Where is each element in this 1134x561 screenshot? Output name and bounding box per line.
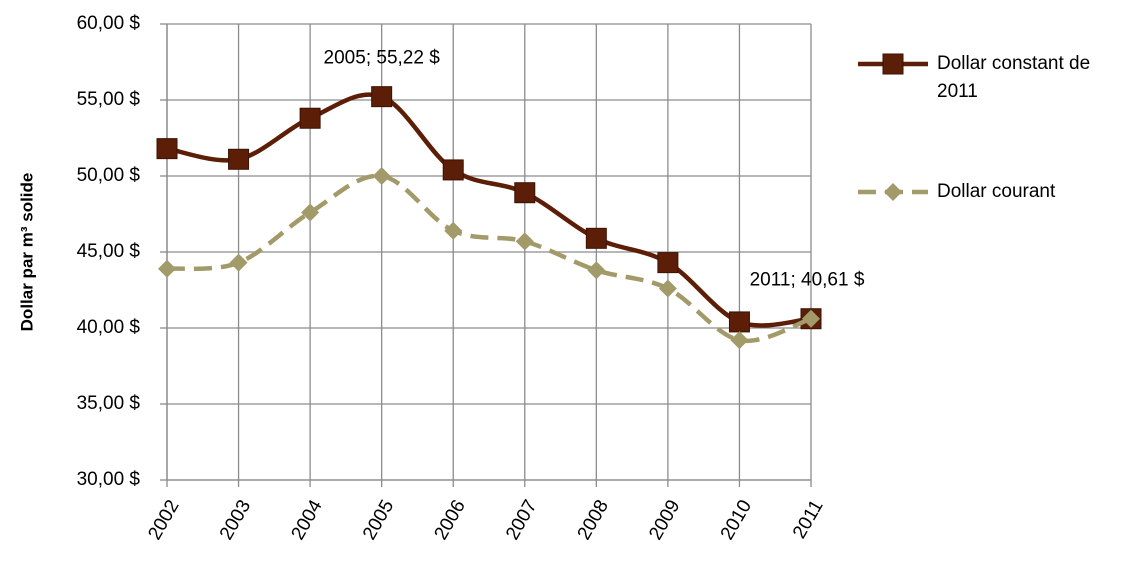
y-tick-label: 50,00 $ (77, 165, 141, 186)
x-tick-label: 2008 (574, 497, 613, 544)
legend-label: Dollar constant de 2011 (937, 53, 1091, 102)
y-tick-label: 40,00 $ (77, 317, 141, 338)
x-tick-label: 2009 (645, 497, 684, 544)
x-tick-label: 2007 (502, 497, 541, 544)
marker (372, 167, 391, 185)
x-tick-label: 2002 (144, 497, 183, 544)
marker (371, 86, 393, 108)
x-tick-label: 2003 (216, 497, 255, 544)
data-label: 2011; 40,61 $ (750, 270, 865, 291)
marker (228, 148, 250, 170)
marker (229, 253, 248, 272)
x-tick-label: 2011 (789, 497, 828, 543)
y-axis-title: Dollar par m³ solide (17, 173, 36, 332)
x-tick-label: 2005 (359, 497, 398, 544)
y-tick-label: 55,00 $ (77, 89, 141, 110)
series-line (166, 92, 812, 328)
marker (730, 331, 749, 350)
marker (301, 203, 320, 222)
marker (514, 182, 536, 204)
marker (657, 252, 679, 274)
marker (882, 53, 904, 75)
marker (156, 138, 178, 160)
legend-label: Dollar courant (937, 181, 1056, 202)
y-tick-label: 35,00 $ (77, 393, 141, 414)
series-line (166, 173, 812, 344)
y-tick-label: 30,00 $ (77, 469, 141, 490)
marker (442, 159, 464, 181)
marker (658, 279, 677, 298)
marker (884, 183, 902, 201)
marker (585, 227, 607, 249)
x-tick-label: 2004 (287, 496, 327, 543)
marker (299, 107, 321, 129)
marker (728, 311, 750, 333)
marker (802, 309, 820, 328)
marker (158, 259, 176, 278)
y-tick-label: 60,00 $ (77, 13, 141, 34)
marker (587, 261, 606, 280)
x-tick-label: 2006 (431, 497, 470, 544)
marker (444, 221, 463, 240)
marker (515, 232, 534, 251)
x-tick-label: 2010 (717, 497, 756, 544)
y-tick-label: 45,00 $ (77, 241, 141, 262)
data-label: 2005; 55,22 $ (324, 48, 441, 69)
